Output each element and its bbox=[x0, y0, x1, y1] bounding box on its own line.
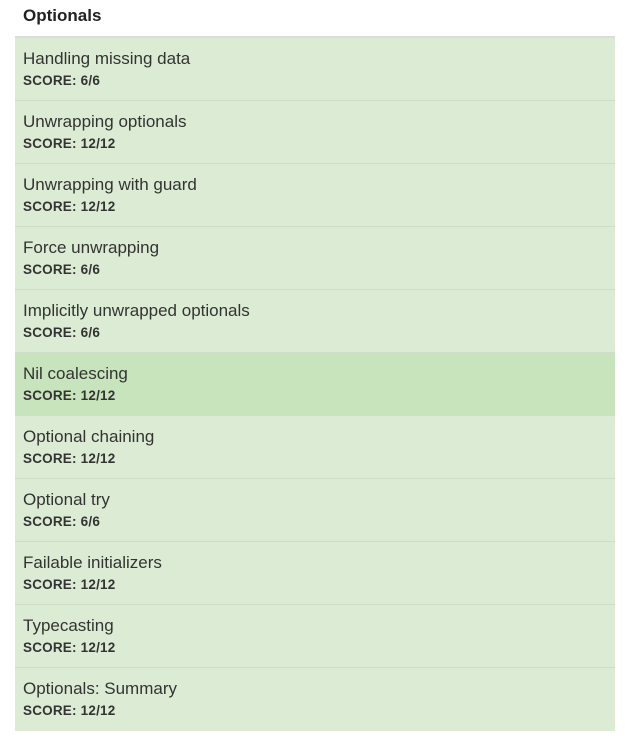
list-item-title: Unwrapping optionals bbox=[23, 112, 187, 131]
list-item-score: SCORE: 12/12 bbox=[23, 388, 116, 403]
list-item-score: SCORE: 12/12 bbox=[23, 577, 116, 592]
list-item-optionals-summary[interactable]: Optionals: Summary SCORE: 12/12 bbox=[15, 668, 615, 731]
list-item-score: SCORE: 12/12 bbox=[23, 703, 116, 718]
list-item-implicitly-unwrapped-optionals[interactable]: Implicitly unwrapped optionals SCORE: 6/… bbox=[15, 290, 615, 353]
list-item-title: Failable initializers bbox=[23, 553, 162, 572]
list-item-failable-initializers[interactable]: Failable initializers SCORE: 12/12 bbox=[15, 542, 615, 605]
list-item-score: SCORE: 12/12 bbox=[23, 136, 116, 151]
section-title: Optionals bbox=[23, 6, 102, 25]
list-item-optional-chaining[interactable]: Optional chaining SCORE: 12/12 bbox=[15, 416, 615, 479]
list-item-title: Nil coalescing bbox=[23, 364, 128, 383]
list-item-title: Optional chaining bbox=[23, 427, 155, 446]
list-item-title: Typecasting bbox=[23, 616, 114, 635]
list-item-force-unwrapping[interactable]: Force unwrapping SCORE: 6/6 bbox=[15, 227, 615, 290]
list-item-score: SCORE: 6/6 bbox=[23, 73, 101, 88]
list-item-title: Implicitly unwrapped optionals bbox=[23, 301, 250, 320]
list-item-unwrapping-with-guard[interactable]: Unwrapping with guard SCORE: 12/12 bbox=[15, 164, 615, 227]
list-item-title: Handling missing data bbox=[23, 49, 191, 68]
list-item-optional-try[interactable]: Optional try SCORE: 6/6 bbox=[15, 479, 615, 542]
list-item-score: SCORE: 12/12 bbox=[23, 199, 116, 214]
lesson-list: Handling missing data SCORE: 6/6 Unwrapp… bbox=[15, 36, 615, 731]
list-item-handling-missing-data[interactable]: Handling missing data SCORE: 6/6 bbox=[15, 38, 615, 101]
list-item-title: Optional try bbox=[23, 490, 110, 509]
list-item-nil-coalescing[interactable]: Nil coalescing SCORE: 12/12 bbox=[15, 353, 615, 416]
list-item-score: SCORE: 6/6 bbox=[23, 325, 101, 340]
list-item-score: SCORE: 12/12 bbox=[23, 451, 116, 466]
list-item-score: SCORE: 12/12 bbox=[23, 640, 116, 655]
list-item-score: SCORE: 6/6 bbox=[23, 262, 101, 277]
list-item-typecasting[interactable]: Typecasting SCORE: 12/12 bbox=[15, 605, 615, 668]
list-item-title: Unwrapping with guard bbox=[23, 175, 197, 194]
list-item-title: Force unwrapping bbox=[23, 238, 160, 257]
list-item-unwrapping-optionals[interactable]: Unwrapping optionals SCORE: 12/12 bbox=[15, 101, 615, 164]
list-item-score: SCORE: 6/6 bbox=[23, 514, 101, 529]
list-item-title: Optionals: Summary bbox=[23, 679, 177, 698]
